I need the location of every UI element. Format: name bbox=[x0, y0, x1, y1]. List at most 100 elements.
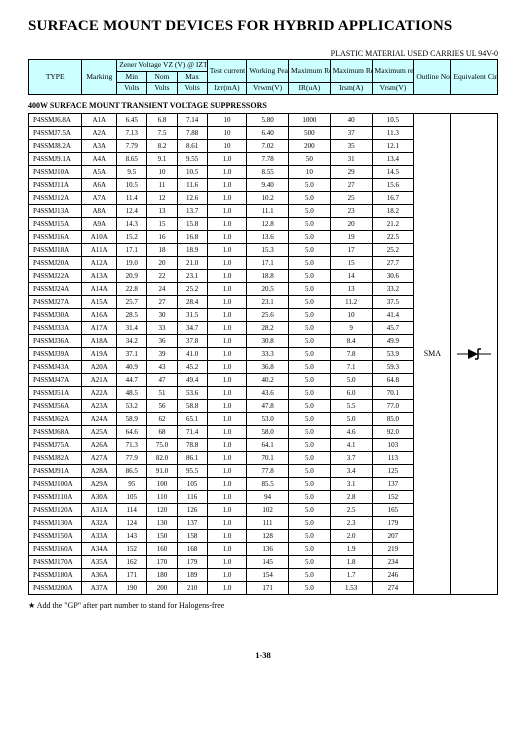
cell: 5.0 bbox=[288, 438, 330, 451]
cell: 78.8 bbox=[177, 438, 207, 451]
cell: 8.55 bbox=[247, 165, 289, 178]
cell: 5.0 bbox=[288, 555, 330, 568]
cell: 37 bbox=[330, 126, 372, 139]
cell: 8.65 bbox=[117, 152, 147, 165]
cell: 10 bbox=[207, 139, 246, 152]
cell: 17 bbox=[330, 243, 372, 256]
cell-type: P4SSMJ47A bbox=[29, 373, 82, 386]
cell: 128 bbox=[247, 529, 289, 542]
cell: 22 bbox=[147, 269, 177, 282]
cell: 36 bbox=[147, 334, 177, 347]
cell: 1000 bbox=[288, 113, 330, 126]
cell: 20.9 bbox=[117, 269, 147, 282]
cell: A36A bbox=[82, 568, 117, 581]
cell: 5.0 bbox=[288, 568, 330, 581]
cell: 53.0 bbox=[247, 412, 289, 425]
cell: 71.3 bbox=[117, 438, 147, 451]
cell: 1.0 bbox=[207, 230, 246, 243]
cell: 5.0 bbox=[288, 529, 330, 542]
cell-type: P4SSMJ12A bbox=[29, 191, 82, 204]
cell: 1.0 bbox=[207, 347, 246, 360]
cell: 2.0 bbox=[330, 529, 372, 542]
hdr-unit-irsm: Irsm(A) bbox=[330, 83, 372, 95]
cell: 77.8 bbox=[247, 464, 289, 477]
cell: 1.0 bbox=[207, 555, 246, 568]
cell: 25.2 bbox=[177, 282, 207, 295]
cell: 1.0 bbox=[207, 373, 246, 386]
cell: 105 bbox=[117, 490, 147, 503]
cell: 35 bbox=[330, 139, 372, 152]
cell: 75.0 bbox=[147, 438, 177, 451]
cell: 92.0 bbox=[372, 425, 414, 438]
cell: 150 bbox=[147, 529, 177, 542]
cell: 160 bbox=[147, 542, 177, 555]
cell: 47.8 bbox=[247, 399, 289, 412]
cell: 70.1 bbox=[247, 451, 289, 464]
cell: 12.6 bbox=[177, 191, 207, 204]
cell: A23A bbox=[82, 399, 117, 412]
cell: 19 bbox=[330, 230, 372, 243]
cell: 10.5 bbox=[177, 165, 207, 178]
cell: 41.4 bbox=[372, 308, 414, 321]
cell: 1.0 bbox=[207, 269, 246, 282]
hdr-equiv: Equivalent Circuit Diagram bbox=[451, 60, 498, 95]
cell: 59.3 bbox=[372, 360, 414, 373]
cell: A20A bbox=[82, 360, 117, 373]
cell: A33A bbox=[82, 529, 117, 542]
cell: 1.0 bbox=[207, 477, 246, 490]
cell: 25.6 bbox=[247, 308, 289, 321]
cell: 7.8 bbox=[330, 347, 372, 360]
cell: 5.0 bbox=[288, 217, 330, 230]
cell-type: P4SSMJ43A bbox=[29, 360, 82, 373]
cell: 6.8 bbox=[147, 113, 177, 126]
cell: A22A bbox=[82, 386, 117, 399]
cell: 1.0 bbox=[207, 191, 246, 204]
cell: 4.1 bbox=[330, 438, 372, 451]
cell: 22.5 bbox=[372, 230, 414, 243]
cell: 1.0 bbox=[207, 308, 246, 321]
cell-type: P4SSMJ18A bbox=[29, 243, 82, 256]
cell-type: P4SSMJ82A bbox=[29, 451, 82, 464]
cell: 21.0 bbox=[177, 256, 207, 269]
cell: 5.0 bbox=[288, 386, 330, 399]
cell: 37.8 bbox=[177, 334, 207, 347]
cell: 2.5 bbox=[330, 503, 372, 516]
cell: A27A bbox=[82, 451, 117, 464]
cell: 23.1 bbox=[177, 269, 207, 282]
cell: 86.5 bbox=[117, 464, 147, 477]
cell: 43.6 bbox=[247, 386, 289, 399]
cell: 1.0 bbox=[207, 516, 246, 529]
cell: A1A bbox=[82, 113, 117, 126]
cell-type: P4SSMJ30A bbox=[29, 308, 82, 321]
cell: 33 bbox=[147, 321, 177, 334]
cell: 1.0 bbox=[207, 256, 246, 269]
cell: 171 bbox=[117, 568, 147, 581]
cell: 103 bbox=[372, 438, 414, 451]
cell: 189 bbox=[177, 568, 207, 581]
cell: 5.0 bbox=[288, 295, 330, 308]
cell-type: P4SSMJ39A bbox=[29, 347, 82, 360]
cell: 39 bbox=[147, 347, 177, 360]
cell-type: P4SSMJ15A bbox=[29, 217, 82, 230]
cell-type: P4SSMJ130A bbox=[29, 516, 82, 529]
cell: 11.3 bbox=[372, 126, 414, 139]
cell: 13 bbox=[330, 282, 372, 295]
cell: 58.0 bbox=[247, 425, 289, 438]
cell: 31 bbox=[330, 152, 372, 165]
cell: 1.7 bbox=[330, 568, 372, 581]
cell: 15 bbox=[147, 217, 177, 230]
cell-type: P4SSMJ13A bbox=[29, 204, 82, 217]
cell: 85.0 bbox=[372, 412, 414, 425]
cell: 180 bbox=[147, 568, 177, 581]
cell: 14.5 bbox=[372, 165, 414, 178]
cell: A29A bbox=[82, 477, 117, 490]
cell: 5.0 bbox=[288, 256, 330, 269]
cell: 77.9 bbox=[117, 451, 147, 464]
hdr-maxcur: Maximum Reverse Current bbox=[330, 60, 372, 83]
cell: 18 bbox=[147, 243, 177, 256]
cell: 16.8 bbox=[177, 230, 207, 243]
cell: 154 bbox=[247, 568, 289, 581]
cell: 40 bbox=[330, 113, 372, 126]
cell: 58.8 bbox=[177, 399, 207, 412]
cell: 1.0 bbox=[207, 178, 246, 191]
